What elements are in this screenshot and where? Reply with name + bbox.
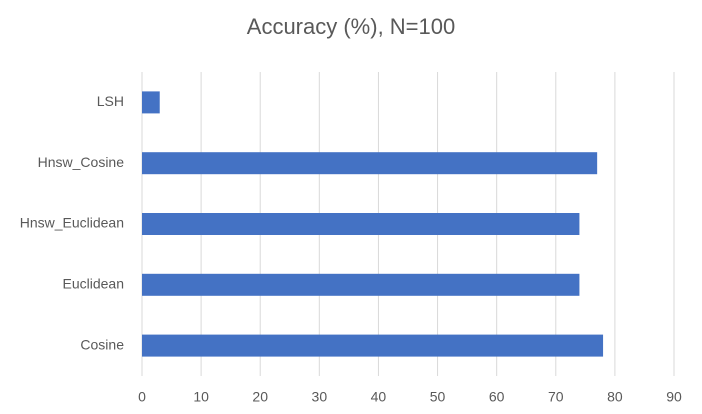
- bar: [142, 213, 580, 235]
- chart-title: Accuracy (%), N=100: [247, 14, 455, 39]
- x-tick-label: 90: [666, 389, 682, 405]
- bar: [142, 273, 580, 296]
- x-tick-label: 50: [430, 389, 446, 405]
- x-tick-label: 80: [607, 389, 623, 405]
- x-tick-label: 60: [489, 389, 505, 405]
- y-tick-label: LSH: [97, 93, 124, 109]
- x-tick-label: 20: [252, 389, 268, 405]
- bar: [142, 334, 604, 357]
- x-tick-label: 40: [371, 389, 387, 405]
- x-tick-label: 0: [138, 389, 146, 405]
- y-tick-label: Cosine: [80, 336, 124, 352]
- x-tick-label: 70: [548, 389, 564, 405]
- bar: [142, 91, 160, 114]
- x-tick-label: 10: [193, 389, 209, 405]
- x-tick-label: 30: [312, 389, 328, 405]
- y-tick-label: Euclidean: [63, 276, 125, 292]
- bar: [142, 152, 598, 175]
- y-tick-label: Hnsw_Euclidean: [20, 215, 124, 231]
- y-tick-label: Hnsw_Cosine: [38, 154, 125, 170]
